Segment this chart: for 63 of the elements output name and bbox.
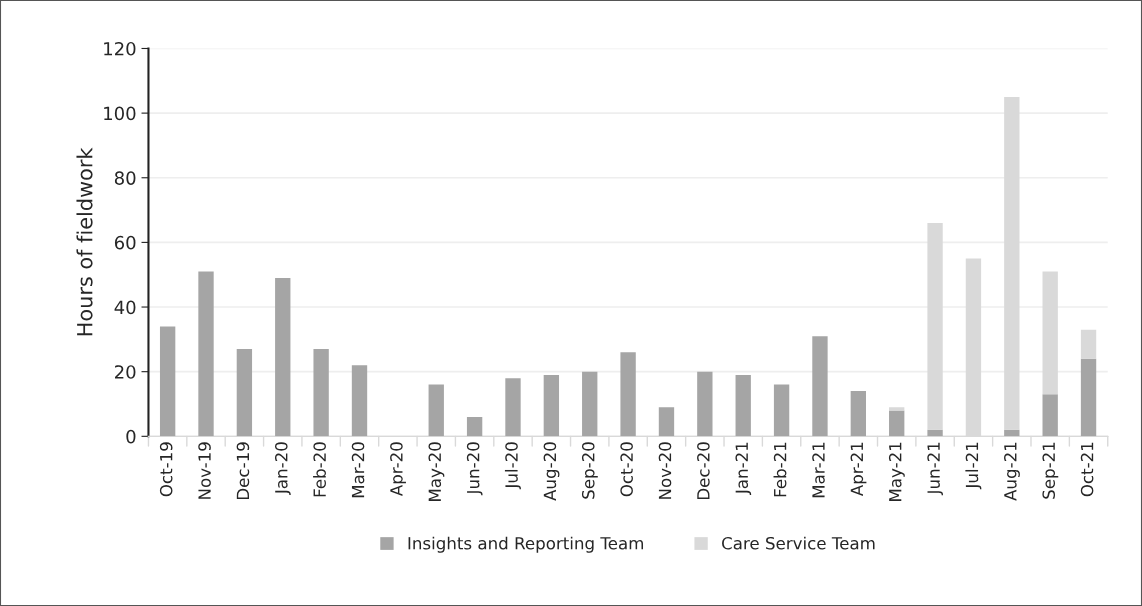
bar <box>159 326 176 437</box>
bar <box>236 349 253 437</box>
y-tick-label: 120 <box>104 41 136 56</box>
x-tick-label: Nov-20 <box>658 442 672 499</box>
y-tick-label: 80 <box>114 171 136 185</box>
x-tick-label: Feb-21 <box>773 442 787 497</box>
bar <box>889 407 905 411</box>
x-tick-label: Mar-21 <box>812 442 825 498</box>
x-tick-label: Aug-21 <box>1004 442 1020 501</box>
bar <box>773 384 790 437</box>
bar <box>812 336 828 437</box>
y-tick-label: 20 <box>115 365 136 379</box>
bar <box>275 277 291 437</box>
x-tick-label: Feb-20 <box>313 442 326 497</box>
legend-label: Care Service Team <box>722 536 875 550</box>
bar <box>1042 394 1058 437</box>
bar <box>927 429 943 437</box>
x-tick-label: Dec-19 <box>236 442 250 500</box>
bar <box>313 349 329 437</box>
bar <box>543 374 560 437</box>
x-tick-label: Jul-21 <box>965 442 982 490</box>
x-tick-label: Jan-20 <box>274 442 291 495</box>
y-tick-label: 40 <box>114 300 136 315</box>
x-tick-label: Oct-20 <box>620 442 633 497</box>
x-tick-label: Dec-20 <box>697 442 710 500</box>
bar <box>658 407 675 437</box>
bar <box>582 371 598 437</box>
bar <box>198 271 214 437</box>
x-tick-label: Jun-21 <box>927 442 943 496</box>
bar <box>1080 329 1097 359</box>
y-axis-title: Hours of fieldwork <box>76 147 93 336</box>
bar <box>1004 96 1020 430</box>
bar <box>620 352 636 437</box>
y-tick-label: 100 <box>104 106 136 121</box>
x-tick-label: Nov-19 <box>198 442 211 499</box>
y-tick-label: 0 <box>126 429 136 444</box>
y-tick-label: 60 <box>114 235 136 250</box>
bar <box>927 223 943 430</box>
bar <box>1004 429 1020 437</box>
x-tick-label: Jun-20 <box>466 442 483 496</box>
x-tick-label: Mar-20 <box>351 442 365 498</box>
bar <box>1042 271 1058 395</box>
bar <box>889 410 905 437</box>
x-tick-label: Jul-20 <box>504 442 521 490</box>
legend-label: Insights and Reporting Team <box>408 536 644 553</box>
x-tick-label: Jan-21 <box>735 442 752 495</box>
bar <box>735 374 751 437</box>
bar <box>428 384 444 437</box>
bar <box>697 371 713 437</box>
x-tick-label: Apr-21 <box>850 442 867 497</box>
bar <box>466 416 483 437</box>
x-tick-label: Oct-19 <box>159 442 173 497</box>
x-tick-label: May-21 <box>888 442 905 501</box>
bar <box>351 365 368 437</box>
x-tick-label: May-20 <box>428 442 445 501</box>
bar <box>1080 358 1097 437</box>
x-tick-label: Oct-21 <box>1080 442 1094 497</box>
x-tick-label: Sep-21 <box>1042 442 1059 499</box>
bar <box>850 391 866 437</box>
x-tick-label: Sep-20 <box>581 442 598 499</box>
x-tick-label: Aug-20 <box>543 442 560 501</box>
bar <box>505 378 521 437</box>
x-tick-label: Apr-20 <box>390 442 406 497</box>
